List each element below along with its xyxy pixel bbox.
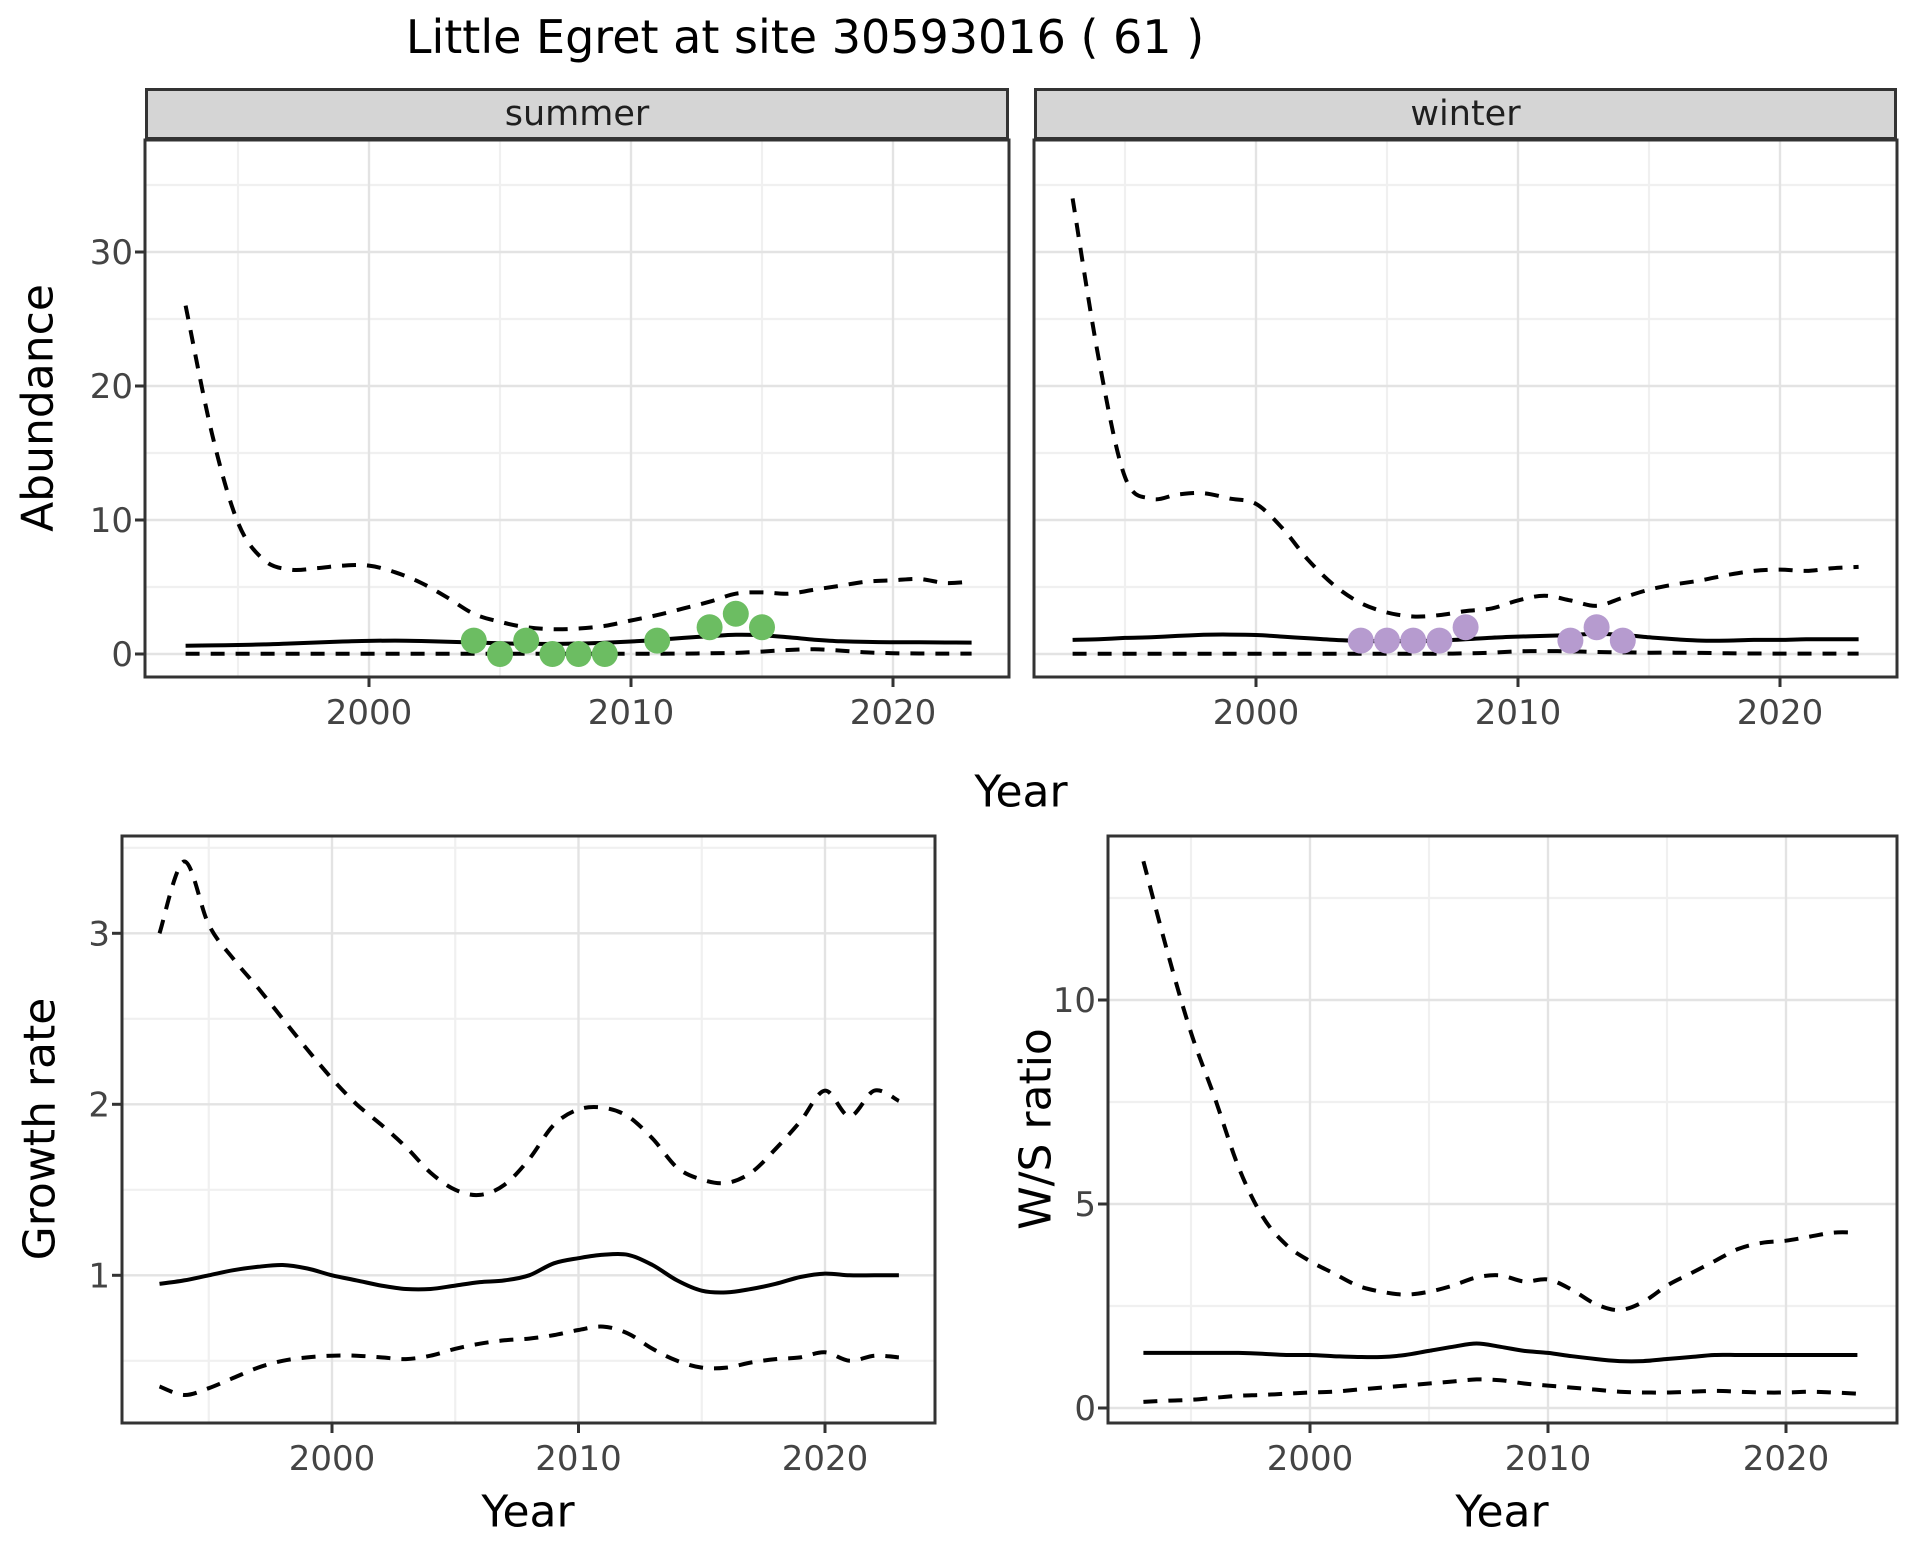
panel-background [145,140,1009,677]
observation-point [460,627,487,654]
observation-point [487,641,513,667]
panel-growth-rate: 2000 2010 2020 1 2 3 [88,834,937,1479]
observation-point [644,627,671,654]
series-lower_ci [158,1324,900,1397]
panel-ws-ratio: 2000 2010 2020 0 5 10 [1053,834,1899,1479]
series-group [183,305,972,667]
x-tick-label: 2010 [588,693,675,733]
x-tick-label: 2010 [1505,1439,1592,1479]
observation-point [1426,627,1453,654]
y-tick-label: 10 [90,501,133,541]
x-axis-title-year-bottom-right: Year [1455,1486,1549,1538]
x-tick-label: 2020 [782,1439,869,1479]
y-tick-label: 20 [90,367,133,407]
series-upper_ci [183,305,972,632]
y-tick-label: 5 [1074,1185,1096,1225]
y-tick-label: 30 [90,233,133,273]
series-mean [1143,1341,1858,1364]
series-lower_ci [1072,649,1859,656]
y-tick-label: 2 [88,1085,110,1125]
observation-point [1400,627,1427,654]
x-tick-label: 2000 [289,1439,376,1479]
observation-point [591,641,618,667]
observation-point [1557,627,1584,654]
y-axis-title-abundance: Abundance [12,284,64,532]
x-tick-label: 2010 [1475,693,1562,733]
observation-point [722,600,749,627]
panel-background [122,836,935,1423]
panel-background [1108,836,1897,1423]
y-axis-title-ws-ratio: W/S ratio [1010,1028,1062,1230]
panel-border [1032,138,1899,679]
panel-border [120,834,937,1425]
facet-strip-summer-label: summer [504,94,650,134]
series-mean [159,1251,899,1295]
series-upper_ci [1141,860,1858,1313]
x-axis-title-year-top: Year [974,766,1068,818]
x-tick-label: 2020 [1737,693,1824,733]
facet-strip-winter-label: winter [1410,94,1521,134]
y-tick-label: 0 [1074,1389,1096,1429]
series-upper_ci [157,859,900,1198]
x-axis-title-year-bottom-left: Year [481,1486,575,1538]
observation-point [1452,614,1479,641]
series-group [1070,198,1859,656]
panel-border [143,138,1011,679]
panel-background [1034,140,1897,677]
observation-point [565,641,592,667]
facet-strip-winter: winter [1034,88,1897,140]
observation-point [1609,627,1636,654]
chart-title: Little Egret at site 30593016 ( 61 ) [405,10,1205,64]
observation-point [513,627,540,654]
series-group [1141,860,1858,1404]
observation-point [749,614,775,641]
y-tick-label: 0 [111,635,133,675]
observation-point [1583,614,1610,641]
panel-abundance-winter: 2000 2010 2020 [1032,138,1899,733]
panel-border [1106,834,1899,1425]
y-tick-label: 1 [88,1256,110,1296]
y-tick-label: 10 [1053,981,1096,1021]
observation-point [539,641,566,667]
series-group [157,859,900,1397]
series-lower_ci [1143,1377,1858,1404]
x-tick-label: 2020 [1743,1439,1830,1479]
x-tick-label: 2000 [1267,1439,1354,1479]
observation-point [696,614,723,641]
series-upper_ci [1070,198,1859,619]
series-lower_ci [185,647,972,656]
x-tick-label: 2010 [535,1439,622,1479]
facet-strip-summer: summer [145,88,1009,140]
panel-abundance-summer: 2000 2010 2020 0 10 20 30 [90,138,1011,733]
x-tick-label: 2000 [326,693,413,733]
observation-point [1347,627,1374,654]
y-tick-label: 3 [88,914,110,954]
x-tick-label: 2000 [1213,693,1300,733]
observation-point [1374,627,1400,654]
y-axis-title-growth-rate: Growth rate [14,997,66,1261]
x-tick-label: 2020 [850,693,937,733]
